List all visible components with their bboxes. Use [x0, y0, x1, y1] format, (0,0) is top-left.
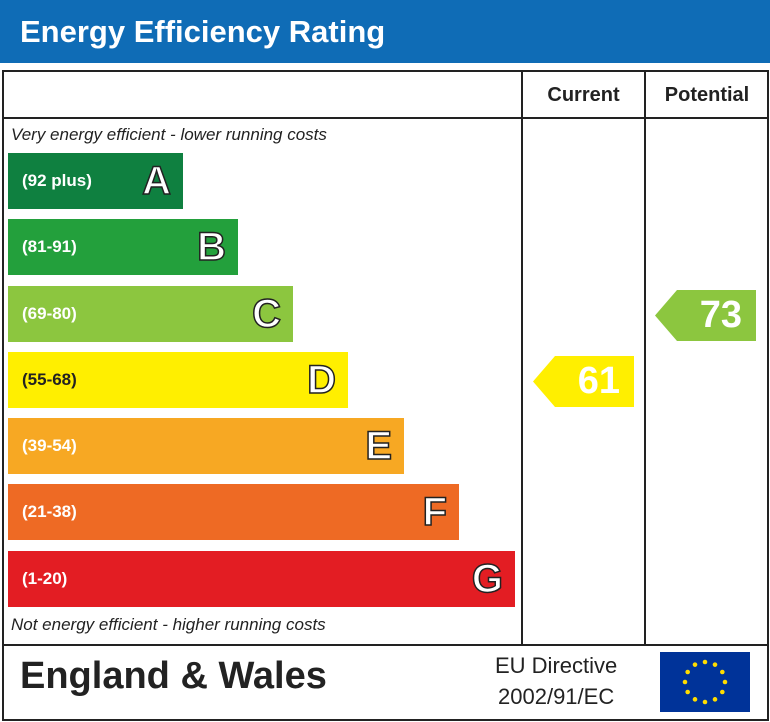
star-icon [720, 689, 725, 695]
star-icon [720, 669, 725, 675]
band-range: (81-91) [22, 237, 77, 256]
band-B: (81-91) B [8, 219, 238, 275]
band-F: (21-38) F [8, 484, 459, 540]
band-letter: D [306, 357, 336, 403]
band-range: (1-20) [22, 569, 68, 588]
eu-directive: EU Directive 2002/91/EC [495, 650, 617, 712]
star-icon [692, 697, 698, 702]
potential-header: Potential [664, 84, 750, 106]
band-range: (92 plus) [22, 171, 92, 190]
bottom-note: Not energy efficient - higher running co… [11, 615, 326, 634]
eu-flag-icon [660, 652, 750, 712]
band-D: (55-68) D [8, 352, 348, 408]
band-range: (69-80) [22, 304, 77, 323]
top-note: Very energy efficient - lower running co… [11, 125, 327, 144]
band-G: (1-20) G [8, 551, 515, 607]
page-title: Energy Efficiency Rating [0, 0, 770, 63]
current-header: Current [547, 84, 620, 106]
band-letter: E [365, 423, 393, 469]
star-icon [712, 697, 718, 702]
current-rating-arrow: 61 [533, 356, 634, 407]
divider [2, 117, 769, 119]
band-range: (21-38) [22, 502, 77, 521]
directive-line1: EU Directive [495, 653, 618, 678]
star-icon [682, 679, 688, 685]
band-A: (92 plus) A [8, 153, 183, 209]
directive-line2: 2002/91/EC [498, 684, 615, 709]
rating-table [2, 70, 769, 721]
divider [644, 70, 646, 646]
star-icon [702, 659, 708, 665]
band-range: (55-68) [22, 370, 77, 389]
star-icon [702, 699, 708, 705]
band-letter: A [141, 158, 171, 204]
band-letter: F [422, 489, 448, 535]
country-label: England & Wales [20, 655, 327, 697]
band-range: (39-54) [22, 436, 77, 455]
band-E: (39-54) E [8, 418, 404, 474]
current-rating-value: 61 [577, 360, 620, 402]
divider [2, 644, 769, 646]
band-C: (69-80) C [8, 286, 293, 342]
star-icon [685, 689, 690, 695]
potential-rating-arrow: 73 [655, 290, 756, 341]
band-letter: C [251, 291, 281, 337]
band-letter: B [196, 224, 226, 270]
star-icon [712, 662, 718, 667]
potential-rating-value: 73 [699, 294, 742, 336]
star-icon [685, 669, 690, 675]
divider [521, 70, 523, 646]
star-icon [722, 679, 728, 685]
star-icon [692, 662, 698, 667]
band-letter: G [471, 556, 504, 602]
